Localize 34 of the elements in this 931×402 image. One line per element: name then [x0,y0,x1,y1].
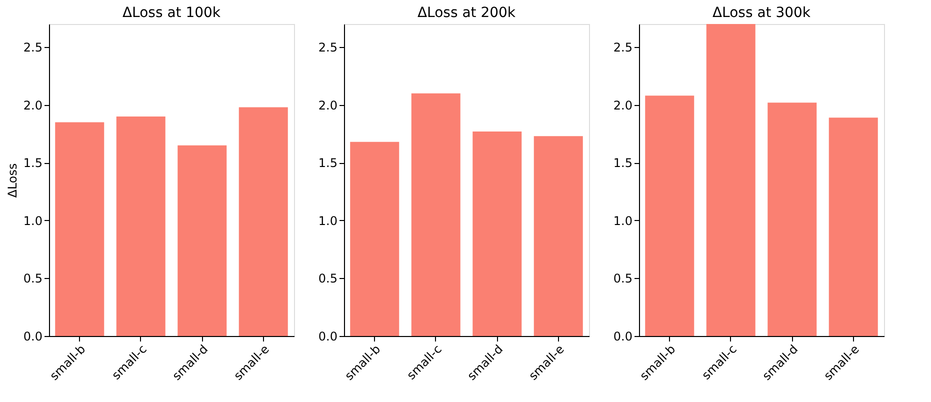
y-tick-label: 1.0 [23,214,42,228]
y-tick-label: 2.5 [613,40,632,55]
bar [116,116,166,336]
y-tick-label: 1.5 [613,156,632,170]
y-axis-title: ΔLoss [5,163,20,198]
bar [706,24,756,336]
y-tick-label: 2.5 [318,40,338,55]
bar [411,93,460,336]
chart-title: ΔLoss at 200k [417,5,516,21]
bar [828,118,878,336]
y-tick-label: 1.0 [613,214,632,228]
y-tick-label: 2.0 [318,98,338,112]
y-tick-label: 2.5 [23,40,42,55]
chart-title: ΔLoss at 100k [122,5,222,21]
bar [238,107,288,336]
bar [768,102,817,336]
bar [178,145,227,336]
y-tick-label: 2.0 [613,98,632,112]
y-tick-label: 0.5 [23,272,42,286]
y-tick-label: 0.5 [318,272,338,286]
bar [534,136,583,336]
bar [350,142,400,336]
y-tick-label: 0.0 [613,330,632,344]
y-tick-label: 1.0 [318,214,338,228]
bar [472,131,522,336]
bar [645,96,694,336]
chart-title: ΔLoss at 300k [712,5,812,21]
y-tick-label: 0.0 [318,330,338,344]
bar [55,122,104,336]
y-tick-label: 1.5 [318,156,338,170]
y-tick-label: 0.0 [23,330,42,344]
y-tick-label: 2.0 [23,98,42,112]
y-tick-label: 1.5 [23,156,42,170]
y-tick-label: 0.5 [613,272,632,286]
